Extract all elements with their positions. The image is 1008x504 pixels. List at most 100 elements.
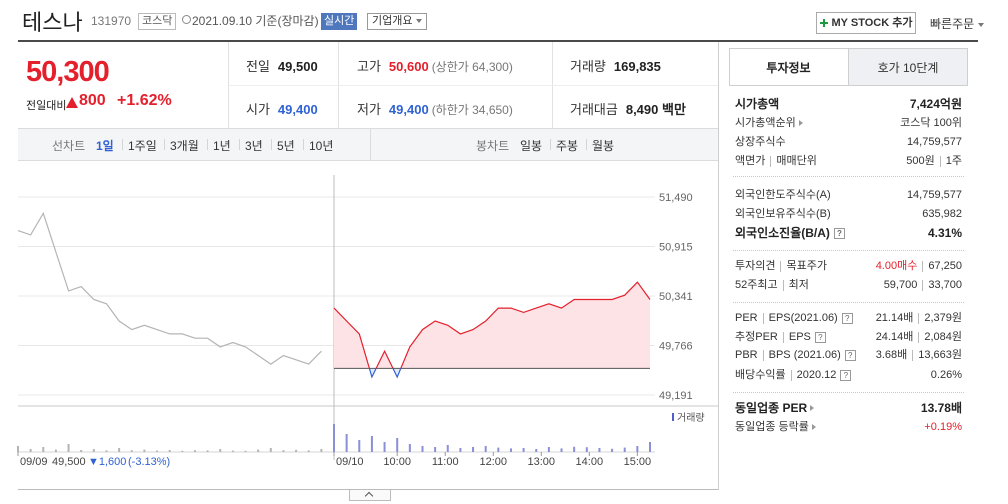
volume-bar: [345, 434, 348, 452]
plus-icon: [820, 17, 832, 29]
info-row: 배당수익률 2020.12 0.26%: [735, 368, 962, 382]
x-tick-label: 12:00: [479, 456, 507, 468]
info-labels: PER EPS(2021.06): [735, 311, 853, 325]
summary-value: 50,600: [388, 59, 429, 74]
candle-tab[interactable]: 일봉: [520, 139, 543, 153]
volume-bar: [282, 450, 285, 452]
y-tick-label: 50,915: [659, 242, 693, 254]
volume-bar: [231, 450, 234, 452]
volume-bar: [421, 446, 424, 452]
area-above: [334, 282, 650, 369]
period-tab[interactable]: 3개월: [170, 139, 199, 153]
period-tabs: [18, 128, 718, 161]
period-tab[interactable]: 5년: [277, 139, 295, 153]
my-stock-button[interactable]: MY STOCK 추가: [816, 12, 916, 34]
period-tab[interactable]: 10년: [309, 139, 334, 153]
help-icon[interactable]: [814, 331, 826, 343]
bottom-rule: [18, 489, 718, 490]
help-icon[interactable]: [844, 349, 856, 361]
summary-label: 거래대금: [570, 102, 618, 117]
info-labels: 시가총액순위: [735, 116, 803, 130]
volume-bar: [320, 449, 323, 452]
volume-bar: [547, 447, 550, 452]
info-label: PBR: [735, 349, 758, 361]
info-value: 33,700: [928, 279, 962, 291]
info-value: 13,663원: [918, 349, 962, 361]
tab-separator: [122, 139, 123, 150]
volume-bar: [383, 442, 386, 452]
info-values: 59,700 33,700: [884, 278, 962, 292]
volume-bar: [459, 448, 462, 452]
volume-bar: [649, 442, 651, 452]
quick-order[interactable]: 빠른주문: [930, 15, 984, 32]
info-value: 635,982: [922, 208, 962, 220]
info-label: 동일업종 PER: [735, 401, 808, 415]
value-separator: [922, 279, 924, 291]
info-label: 액면가: [735, 155, 766, 167]
volume-bar: [219, 449, 222, 452]
company-info-button[interactable]: 기업개요: [367, 13, 428, 30]
help-icon[interactable]: [840, 369, 852, 381]
info-row: 52주최고 최저 59,700 33,700: [735, 278, 962, 292]
volume-bar: [408, 444, 411, 452]
period-tab[interactable]: 1일: [96, 139, 114, 153]
volume-bar: [67, 444, 70, 452]
info-labels: 액면가 매매단위: [735, 154, 817, 168]
current-price: 50,300: [26, 56, 110, 88]
candle-tab[interactable]: 월봉: [592, 139, 615, 153]
summary-label: 저가: [357, 102, 381, 117]
info-row: 외국인보유주식수(B) 635,982: [735, 207, 962, 221]
info-row: PBR BPS (2021.06) 3.68배 13,663원: [735, 348, 962, 362]
period-tab[interactable]: 1년: [213, 139, 231, 153]
realtime-badge[interactable]: 실시간: [321, 13, 358, 30]
info-row: 투자의견 목표주가 4.00매수 67,250: [735, 259, 962, 273]
info-tab[interactable]: 호가 10단계: [877, 61, 939, 75]
label-separator: [770, 155, 772, 167]
volume-bar: [295, 449, 298, 452]
tab-separator: [586, 139, 587, 150]
value-separator: [918, 331, 920, 343]
group-separator: [733, 302, 964, 303]
volume-bar: [598, 448, 601, 452]
info-row: 추정PER EPS 24.14배 2,084원: [735, 330, 962, 344]
volume-bar: [636, 446, 639, 452]
change-amount: 800: [79, 92, 106, 109]
value-separator: [912, 349, 914, 361]
info-value: 1주: [945, 155, 962, 167]
info-value: +0.19%: [924, 421, 962, 433]
tab-divider: [370, 129, 371, 160]
summary-cell: 고가 50,600 (상한가 64,300): [357, 56, 513, 75]
volume-bar: [168, 450, 171, 452]
info-label: 52주최고: [735, 279, 778, 291]
info-value: 2,379원: [924, 312, 962, 324]
label-separator: [782, 279, 784, 291]
info-label: 동일업종 등락률: [735, 421, 809, 433]
help-icon[interactable]: [833, 227, 845, 239]
period-tab[interactable]: 3년: [245, 139, 263, 153]
info-row: 시가총액 7,424억원: [735, 97, 962, 111]
volume-bar: [130, 450, 133, 452]
volume-bar: [560, 448, 563, 452]
tab-group-label: 선차트: [52, 139, 86, 153]
x-tick-label: 15:00: [624, 456, 652, 468]
y-tick-label: 49,191: [659, 390, 693, 402]
candle-tab[interactable]: 주봉: [556, 139, 579, 153]
info-tab-active[interactable]: 투자정보: [766, 61, 811, 75]
info-labels: 외국인보유주식수(B): [735, 207, 831, 221]
period-tab[interactable]: 1주일: [128, 139, 157, 153]
volume-bar: [105, 450, 108, 452]
collapse-button[interactable]: [349, 490, 391, 501]
label-separator: [762, 349, 764, 361]
group-separator: [733, 250, 964, 251]
arrow-icon: [811, 424, 816, 430]
info-label: 최저: [788, 279, 809, 291]
tab-inactive-bg[interactable]: [848, 48, 968, 86]
panel-divider: [718, 42, 719, 490]
info-labels: 동일업종 PER: [735, 401, 815, 415]
help-icon[interactable]: [841, 312, 853, 324]
volume-bar: [206, 450, 209, 452]
info-labels: 추정PER EPS: [735, 330, 826, 344]
info-label: EPS: [788, 331, 811, 343]
volume-bar: [358, 440, 361, 452]
